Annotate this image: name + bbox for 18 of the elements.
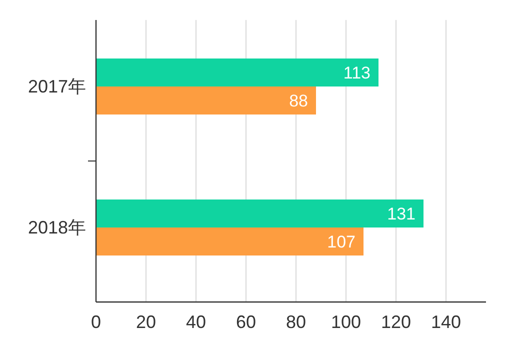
data-label: 88 — [289, 92, 308, 110]
x-tick-label: 80 — [286, 312, 306, 332]
x-tick-label: 0 — [90, 312, 102, 332]
data-label: 107 — [327, 232, 356, 252]
data-label: 131 — [387, 204, 416, 224]
bar — [96, 200, 424, 228]
y-tick-label: 2018年 — [28, 218, 86, 238]
bar — [96, 58, 378, 86]
x-tick-label: 140 — [430, 312, 462, 332]
x-tick-label: 60 — [236, 312, 256, 332]
x-tick-label: 100 — [330, 312, 362, 332]
x-tick-label: 120 — [380, 312, 412, 332]
data-label: 113 — [343, 64, 370, 82]
x-tick-label: 20 — [136, 312, 156, 332]
x-tick-label: 40 — [186, 312, 206, 332]
y-tick-label: 2017年 — [28, 76, 86, 96]
bar — [96, 86, 316, 114]
bar — [96, 228, 364, 256]
